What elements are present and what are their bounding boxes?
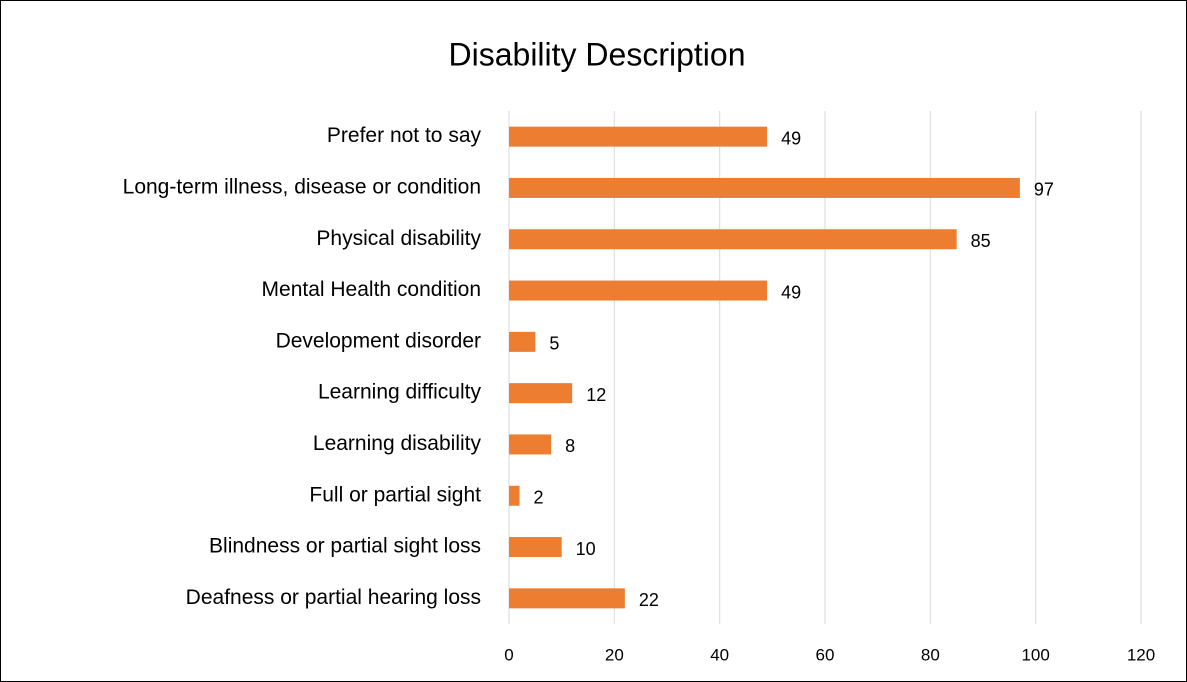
y-tick-label: Learning disability xyxy=(313,432,482,455)
y-tick-label: Mental Health condition xyxy=(262,278,481,301)
x-tick-label: 60 xyxy=(816,645,835,664)
x-tick-label: 120 xyxy=(1127,645,1155,664)
y-tick-label: Development disorder xyxy=(276,329,481,352)
bar xyxy=(509,280,768,301)
y-tick-label: Physical disability xyxy=(316,227,481,250)
bar xyxy=(509,537,562,558)
value-label: 22 xyxy=(639,590,659,610)
x-tick-label: 20 xyxy=(605,645,624,664)
chart-title: Disability Description xyxy=(449,36,746,72)
value-label: 12 xyxy=(586,385,606,405)
value-label: 5 xyxy=(549,334,559,354)
y-tick-label: Prefer not to say xyxy=(327,124,482,147)
bar xyxy=(509,434,552,455)
bar xyxy=(509,588,625,609)
bar xyxy=(509,485,520,506)
bar xyxy=(509,229,957,250)
y-tick-label: Deafness or partial hearing loss xyxy=(186,586,481,609)
bar xyxy=(509,383,573,404)
value-label: 97 xyxy=(1034,180,1054,200)
value-label: 2 xyxy=(534,488,544,508)
x-tick-label: 100 xyxy=(1021,645,1049,664)
y-tick-label: Full or partial sight xyxy=(309,483,481,506)
y-tick-label: Blindness or partial sight loss xyxy=(209,535,481,558)
y-tick-label: Learning difficulty xyxy=(318,381,482,404)
value-label: 49 xyxy=(781,282,801,302)
bar xyxy=(509,126,768,147)
bar xyxy=(509,331,536,352)
value-label: 8 xyxy=(565,436,575,456)
value-label: 49 xyxy=(781,128,801,148)
value-label: 85 xyxy=(971,231,991,251)
value-label: 10 xyxy=(576,539,596,559)
x-tick-label: 80 xyxy=(921,645,940,664)
x-tick-label: 40 xyxy=(710,645,729,664)
bar xyxy=(509,177,1020,198)
x-tick-label: 0 xyxy=(504,645,513,664)
y-tick-label: Long-term illness, disease or condition xyxy=(123,175,481,198)
